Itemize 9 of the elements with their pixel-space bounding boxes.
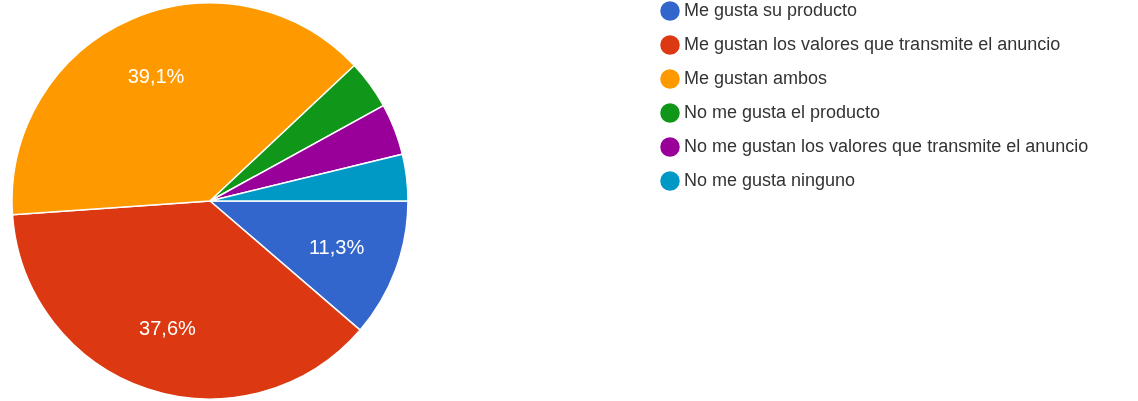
legend-label: No me gustan los valores que transmite el anuncio [684,136,1089,156]
legend-label: Me gustan ambos [684,68,828,88]
legend-label: No me gusta el producto [684,102,881,122]
legend-label: No me gusta ninguno [684,170,856,190]
data-label: 39,1% [127,65,185,88]
legend-label: Me gusta su producto [684,0,858,20]
legend-label: Me gustan los valores que transmite el anuncio [684,34,1061,54]
data-label: 11,3% [308,235,365,258]
data-label: 37,6% [139,317,197,340]
